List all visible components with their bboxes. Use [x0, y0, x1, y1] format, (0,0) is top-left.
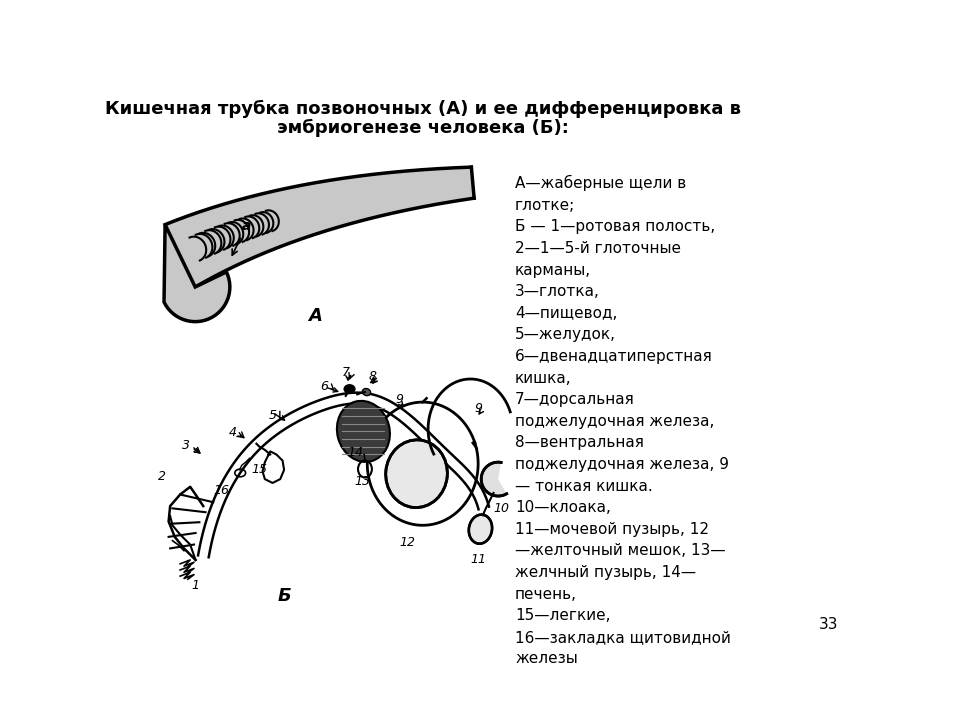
Polygon shape	[164, 225, 229, 322]
Text: 12: 12	[399, 536, 416, 549]
Text: 16: 16	[213, 484, 228, 497]
Text: Кишечная трубка позвоночных (А) и ее дифференцировка в: Кишечная трубка позвоночных (А) и ее диф…	[105, 100, 741, 118]
Text: 14: 14	[347, 446, 363, 459]
Ellipse shape	[344, 384, 355, 393]
Text: эмбриогенезе человека (Б):: эмбриогенезе человека (Б):	[276, 119, 568, 137]
Text: 5: 5	[269, 409, 276, 422]
Text: Б: Б	[277, 587, 291, 605]
Text: 11: 11	[470, 553, 486, 566]
Text: 33: 33	[819, 616, 838, 631]
Wedge shape	[481, 462, 507, 496]
Text: 9: 9	[474, 402, 482, 415]
Text: 10: 10	[493, 502, 509, 515]
Text: А—жаберные щели в
глотке;
Б — 1—ротовая полость,
2—1—5-й глоточные
карманы,
3—гл: А—жаберные щели в глотке; Б — 1—ротовая …	[516, 175, 731, 666]
Text: 15: 15	[252, 462, 268, 476]
Text: 4: 4	[228, 426, 236, 439]
Text: 6: 6	[320, 380, 328, 393]
Text: 8: 8	[369, 370, 376, 383]
Text: 9: 9	[396, 393, 403, 406]
Ellipse shape	[387, 441, 446, 507]
Text: 13: 13	[354, 475, 371, 488]
Ellipse shape	[337, 401, 390, 462]
Text: 3: 3	[181, 439, 189, 452]
Polygon shape	[165, 167, 474, 287]
Ellipse shape	[362, 389, 371, 396]
Text: 2: 2	[158, 470, 166, 483]
Text: А: А	[308, 307, 322, 325]
Text: а: а	[232, 219, 252, 255]
Text: 1: 1	[192, 579, 200, 592]
Ellipse shape	[469, 516, 492, 543]
Text: 7: 7	[342, 366, 349, 379]
Polygon shape	[198, 392, 489, 557]
